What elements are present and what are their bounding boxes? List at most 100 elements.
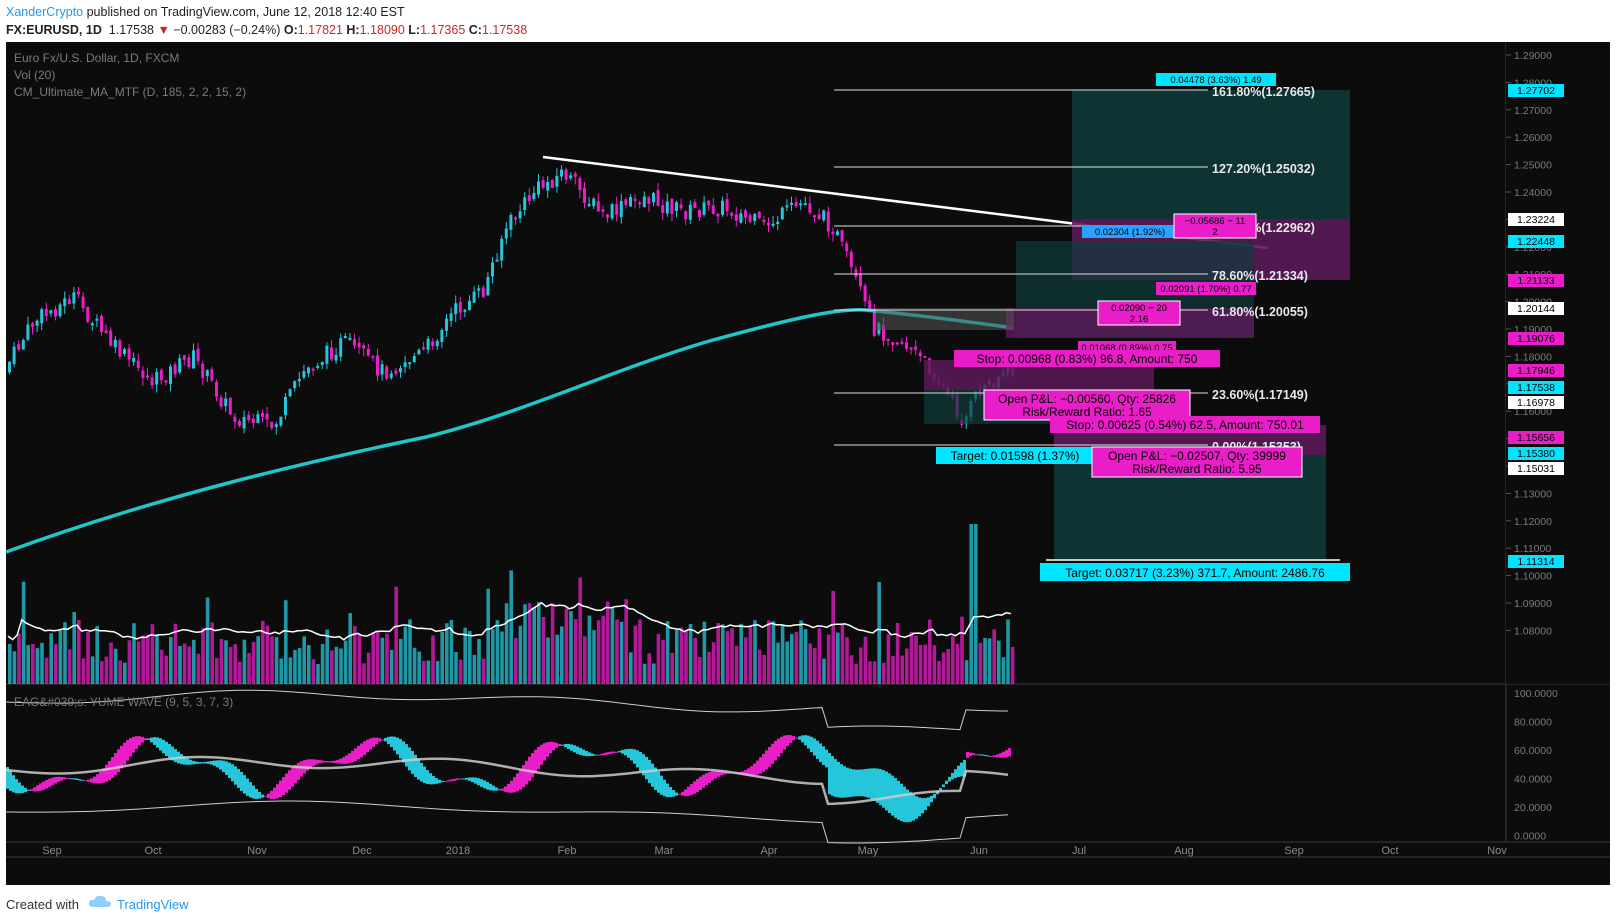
time-tick: 2018	[446, 845, 470, 857]
price-tag	[1508, 381, 1564, 394]
price-tag	[1508, 396, 1564, 409]
price-tag-label: 1.21133	[1517, 275, 1554, 287]
oscillator-tick: 20.0000	[1514, 802, 1552, 814]
pnl2-tag	[1091, 446, 1303, 478]
price-axis[interactable]: 1.290001.280001.270001.260001.250001.240…	[1506, 42, 1610, 684]
chart-area[interactable]: 1.29000 1.28000 1.27000 1.26000 1.25000 1.240…	[5, 42, 1610, 885]
top-profit-tag	[1156, 73, 1276, 86]
price-tick: 1.10000	[1514, 571, 1552, 583]
low-label: L:	[408, 23, 421, 37]
stop1-label: Stop: 0.00968 (0.83%) 96.8, Amount: 750	[977, 352, 1198, 366]
fib-label: 127.20%(1.25032)	[1212, 162, 1315, 176]
down-arrow-icon: ▼	[157, 23, 170, 37]
time-tick: May	[858, 845, 879, 857]
price-tag	[1508, 213, 1564, 226]
price-tag-label: 1.20144	[1517, 303, 1555, 315]
fib-label: 23.60%(1.17149)	[1212, 388, 1308, 402]
time-tick: Jun	[970, 845, 988, 857]
ma-legend[interactable]: CM_Ultimate_MA_MTF (D, 185, 2, 2, 15, 2)	[14, 85, 246, 99]
oscillator-tick: 60.0000	[1514, 745, 1552, 757]
price-tag	[1508, 364, 1564, 377]
stop-small-label: −0.05686 − 11	[1185, 216, 1246, 227]
price-tag-label: 1.17538	[1517, 382, 1555, 394]
tradingview-cloud-icon[interactable]	[88, 894, 112, 908]
high-value: 1.18090	[359, 23, 405, 37]
position-labels: 0.04478 (3.63%) 1.49 0.02304 (1.92%) −0.…	[936, 73, 1350, 581]
price-tag	[1508, 84, 1564, 97]
chart-title[interactable]: Euro Fx/U.S. Dollar, 1D, FXCM	[14, 51, 179, 65]
mid-info-label: 0.02304 (1.92%)	[1095, 227, 1165, 238]
price-tag-label: 1.22448	[1517, 236, 1555, 248]
price-tag	[1508, 447, 1564, 460]
stop2-tag	[1050, 416, 1320, 433]
long-target-zone[interactable]	[1072, 90, 1350, 219]
price-change: −0.00283 (−0.24%)	[173, 23, 281, 37]
time-tick: Jul	[1072, 845, 1086, 857]
publish-text: published on TradingView.com, June 12, 2…	[86, 5, 405, 19]
price-tick: 1.13000	[1514, 488, 1552, 500]
close-label: C:	[468, 23, 482, 37]
price-tick: 1.16000	[1514, 406, 1552, 418]
b3-label: 0.02090 − 20	[1111, 303, 1167, 314]
target2-label: Target: 0.03717 (3.23%) 371.7, Amount: 2…	[1065, 566, 1325, 580]
footer: Created with TradingView	[0, 885, 1616, 921]
b4-label: 0.01068 (0.89%) 0.75	[1081, 343, 1172, 354]
small-zone[interactable]	[876, 308, 1014, 330]
time-tick: Feb	[558, 845, 577, 857]
target1-label: Target: 0.01598 (1.37%)	[951, 449, 1080, 463]
price-tick: 1.25000	[1514, 160, 1552, 172]
price-tick: 1.27000	[1514, 105, 1552, 117]
oscillator-legend[interactable]: EAG&#039;s: YUME WAVE (9, 5, 3, 7, 3)	[14, 695, 233, 709]
tradingview-link[interactable]: TradingView	[117, 897, 189, 912]
author-link[interactable]: XanderCrypto	[6, 5, 84, 19]
volume-ma-line	[7, 601, 1011, 641]
stop-small-tag	[1173, 213, 1257, 239]
close-value: 1.17538	[481, 23, 528, 37]
time-axis[interactable]: Sep Oct Nov Dec 2018 Feb Mar Apr May Jun Jul Aug Sep…	[42, 845, 1507, 857]
fib-label: 161.80%(1.27665)	[1212, 85, 1315, 99]
symbol-label: FX:EURUSD, 1D	[6, 23, 102, 37]
low-value: 1.17365	[420, 23, 466, 37]
stop-small-label-2: 2	[1212, 227, 1217, 238]
price-tag-label: 1.19076	[1517, 333, 1555, 345]
price-tag	[1508, 431, 1564, 444]
oscillator-tick: 80.0000	[1514, 717, 1552, 729]
b2-tag	[1156, 282, 1256, 295]
price-tag-label: 1.15656	[1517, 432, 1555, 444]
pnl1-tag	[983, 389, 1191, 421]
last-price: 1.17538	[108, 23, 154, 37]
price-tag	[1508, 274, 1564, 287]
time-tick: Dec	[352, 845, 372, 857]
volume-legend[interactable]: Vol (20)	[14, 68, 55, 82]
stop2-label: Stop: 0.00625 (0.54%) 62.5, Amount: 750.…	[1066, 418, 1304, 432]
high-label: H:	[346, 23, 360, 37]
price-tag-label: 1.11314	[1517, 556, 1554, 568]
price-tag	[1508, 332, 1564, 345]
price-tick: 1.26000	[1514, 132, 1552, 144]
time-tick: Oct	[1381, 845, 1398, 857]
price-tag	[1508, 555, 1564, 568]
price-tick: 1.09000	[1514, 598, 1552, 610]
price-tag	[1508, 302, 1564, 315]
target1-tag	[936, 447, 1094, 464]
price-tag-label: 1.17946	[1517, 365, 1555, 377]
chart-canvas[interactable]: 1.290001.280001.270001.260001.250001.240…	[5, 42, 1610, 885]
price-tag-label: 1.15031	[1517, 463, 1555, 475]
oscillator-axis[interactable]: 100.0000 80.0000 60.0000 40.0000 20.0000 0.00…	[1514, 688, 1558, 843]
open-label: O:	[283, 23, 298, 37]
yume-wave-oscillator	[5, 689, 1011, 844]
chart-header: XanderCrypto published on TradingView.co…	[0, 0, 1616, 42]
price-tag	[1508, 235, 1564, 248]
rr1-label: Risk/Reward Ratio: 1.65	[1022, 405, 1152, 419]
time-tick: Nov	[1487, 845, 1507, 857]
price-tag-label: 1.27702	[1517, 85, 1555, 97]
volume-bars	[8, 524, 1015, 684]
price-tick: 1.29000	[1514, 50, 1552, 62]
time-tick: Mar	[655, 845, 674, 857]
price-tick: 1.12000	[1514, 516, 1552, 528]
open-value: 1.17821	[297, 23, 343, 37]
fib-label: 61.80%(1.20055)	[1212, 305, 1308, 319]
price-tag-label: 1.16978	[1517, 397, 1555, 409]
price-tag-label: 1.23224	[1517, 214, 1555, 226]
created-with-text: Created with	[6, 897, 79, 912]
